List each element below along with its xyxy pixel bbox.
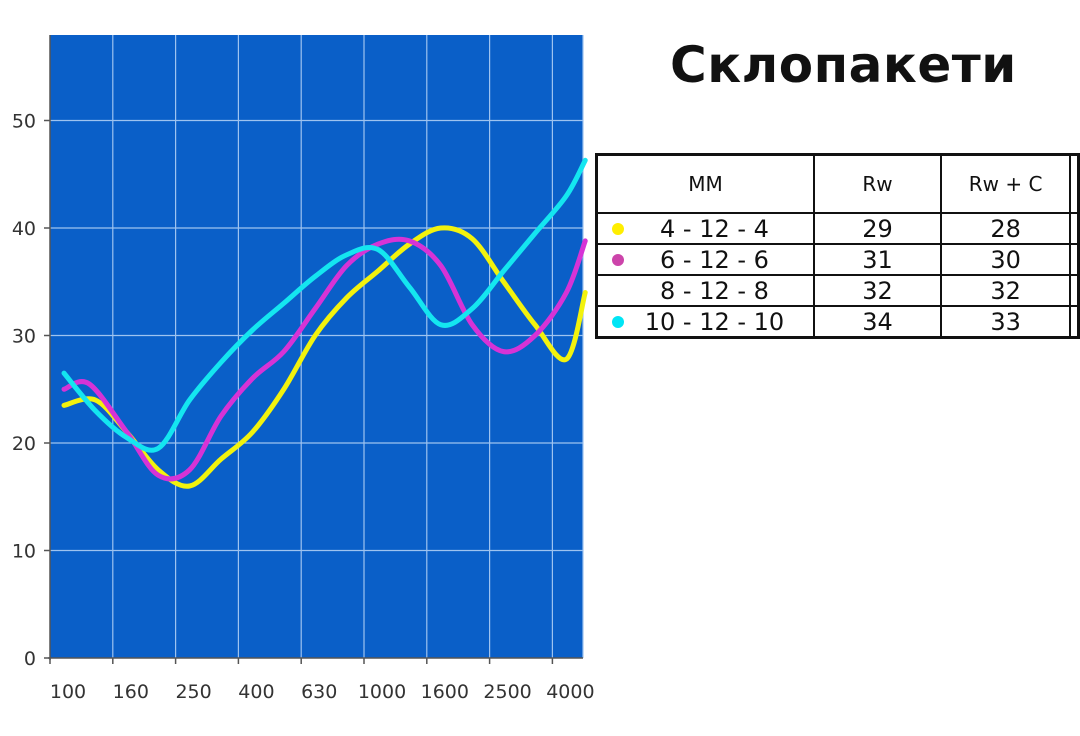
x-tick-label: 2500 <box>483 681 531 703</box>
table-header-row: ММ Rw Rw + C <box>595 153 1079 214</box>
y-tick-label: 10 <box>12 541 36 563</box>
plot-area <box>50 35 583 658</box>
mm-value: 8 - 12 - 8 <box>660 276 769 305</box>
y-axis-tick-labels: 0 10 20 30 40 50 <box>12 111 36 671</box>
cell-extra <box>1069 305 1079 339</box>
chart-series <box>61 157 588 489</box>
y-tick-label: 20 <box>12 433 36 455</box>
x-tick-label: 100 <box>50 681 86 703</box>
glazing-spec-table: ММ Rw Rw + C 4 - 12 - 4 29 28 6 - 12 - 6… <box>595 153 1080 339</box>
series-line <box>61 236 588 482</box>
cell-mm: 4 - 12 - 4 <box>595 212 815 245</box>
header-rw: Rw <box>812 153 943 214</box>
table-row: 4 - 12 - 4 29 28 <box>595 212 1079 245</box>
y-tick-label: 30 <box>12 326 36 348</box>
cell-rw: 34 <box>812 305 943 339</box>
cell-rw-c: 28 <box>940 212 1072 245</box>
header-extra <box>1069 153 1079 214</box>
x-axis-tick-labels: 100 160 250 400 630 1000 1600 2500 4000 <box>50 681 595 703</box>
y-tick-label: 0 <box>24 648 36 670</box>
x-tick-label: 630 <box>301 681 337 703</box>
mm-value: 4 - 12 - 4 <box>660 214 769 243</box>
x-tick-label: 4000 <box>546 681 594 703</box>
cell-rw: 31 <box>812 243 943 276</box>
table-row: 10 - 12 - 10 34 33 <box>595 305 1079 339</box>
cell-rw-c: 30 <box>940 243 1072 276</box>
cell-extra <box>1069 274 1079 307</box>
table-row: 6 - 12 - 6 31 30 <box>595 243 1079 276</box>
series-color-dot <box>612 222 624 235</box>
header-rw-c: Rw + C <box>940 153 1072 214</box>
series-color-dot <box>612 315 624 328</box>
cell-mm: 6 - 12 - 6 <box>595 243 815 276</box>
cell-rw: 29 <box>812 212 943 245</box>
series-line <box>61 225 588 489</box>
page-title: Склопакети <box>670 36 1017 94</box>
y-tick-label: 40 <box>12 218 36 240</box>
header-mm: ММ <box>595 153 815 214</box>
sound-insulation-chart: 0 10 20 30 40 50 100 160 250 400 630 1000 1600 2500 4… <box>12 35 595 703</box>
table-row: 8 - 12 - 8 32 32 <box>595 274 1079 307</box>
cell-rw: 32 <box>812 274 943 307</box>
x-tick-label: 400 <box>238 681 274 703</box>
cell-rw-c: 32 <box>940 274 1072 307</box>
mm-value: 10 - 12 - 10 <box>644 307 785 336</box>
x-tick-label: 1600 <box>421 681 469 703</box>
y-tick-label: 50 <box>12 111 36 133</box>
cell-mm: 8 - 12 - 8 <box>595 274 815 307</box>
series-line <box>61 157 588 453</box>
cell-rw-c: 33 <box>940 305 1072 339</box>
cell-extra <box>1069 243 1079 276</box>
mm-value: 6 - 12 - 6 <box>660 245 769 274</box>
x-tick-label: 250 <box>175 681 211 703</box>
x-tick-label: 160 <box>113 681 149 703</box>
series-color-dot <box>612 253 624 266</box>
cell-extra <box>1069 212 1079 245</box>
x-tick-label: 1000 <box>358 681 406 703</box>
cell-mm: 10 - 12 - 10 <box>595 305 815 339</box>
